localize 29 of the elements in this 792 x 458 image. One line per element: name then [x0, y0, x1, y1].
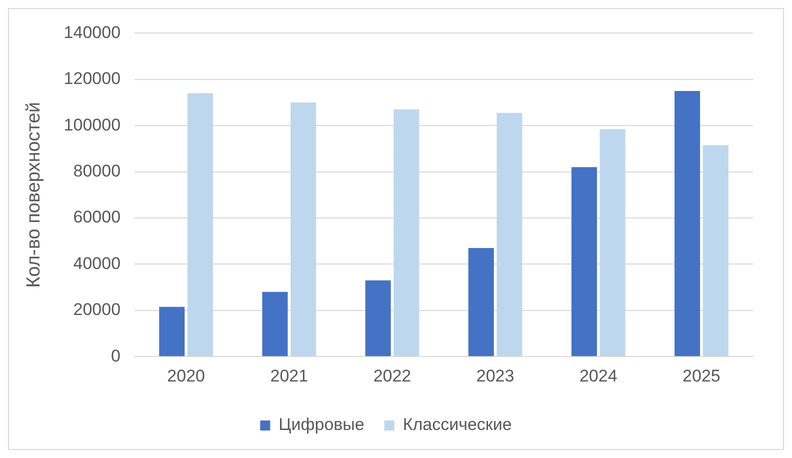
- bar: [394, 109, 420, 356]
- bar: [571, 167, 597, 356]
- x-tick-label: 2020: [167, 366, 205, 386]
- y-tick-label: 140000: [64, 22, 121, 42]
- legend-label: Классические: [402, 415, 512, 434]
- bar: [674, 90, 700, 356]
- x-tick-label: 2024: [579, 366, 618, 386]
- x-tick-label: 2022: [373, 366, 412, 386]
- legend-label: Цифровые: [278, 415, 364, 434]
- bar: [365, 280, 391, 356]
- x-tick-label: 2025: [682, 366, 720, 386]
- y-tick-label: 20000: [73, 300, 121, 320]
- y-tick-label: 80000: [73, 161, 121, 180]
- y-tick-label: 60000: [73, 208, 121, 227]
- y-axis-title: Кол-во поверхностей: [24, 102, 45, 288]
- bar: [159, 306, 185, 356]
- y-tick-label: 100000: [64, 115, 121, 134]
- bar: [290, 102, 316, 356]
- x-tick-label: 2023: [476, 366, 514, 386]
- x-tick-label: 2021: [270, 366, 308, 386]
- bar: [702, 145, 728, 356]
- y-tick-label: 40000: [73, 254, 121, 273]
- bar: [496, 112, 522, 356]
- y-tick-label: 0: [111, 346, 121, 366]
- bar: [187, 93, 213, 356]
- bar: [468, 248, 494, 356]
- bar: [600, 129, 626, 356]
- y-tick-label: 120000: [64, 69, 121, 88]
- bar: [262, 292, 288, 356]
